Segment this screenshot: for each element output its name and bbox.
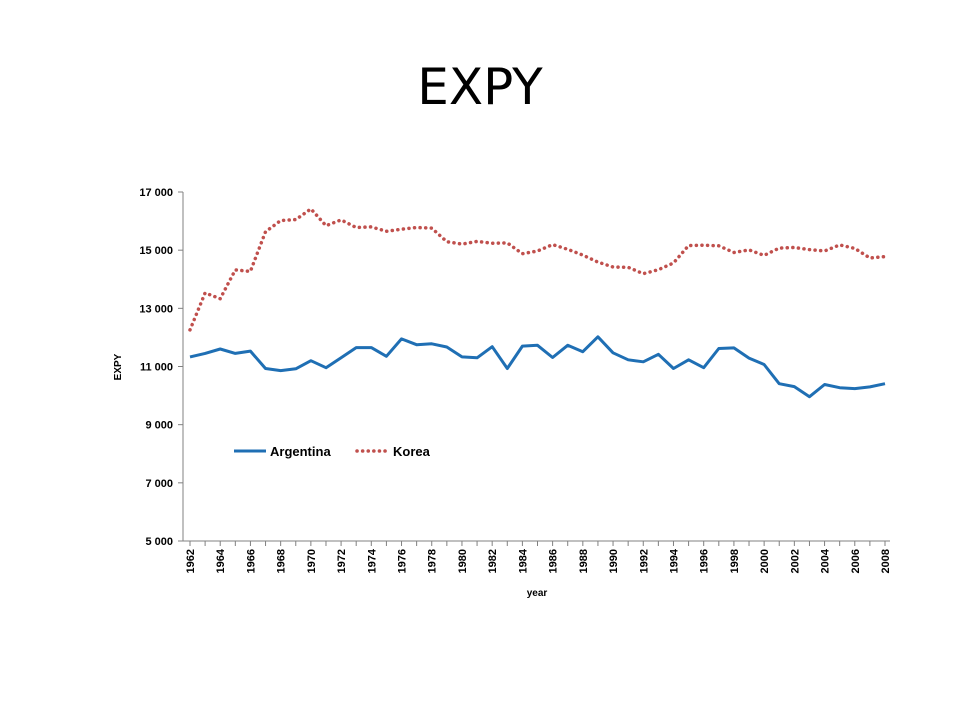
x-tick-label: 1976	[397, 549, 409, 573]
y-tick-label: 5 000	[145, 536, 173, 548]
x-tick-label: 1982	[487, 549, 499, 573]
x-axis-ticks: 1962 1964 1966 1968 1970 1972 1974 1976 1978 1980…	[185, 541, 892, 573]
x-tick-label: 1964	[215, 548, 227, 573]
chart-title: EXPY	[417, 58, 543, 116]
y-tick-label: 13 000	[139, 303, 173, 315]
legend: Argentina Korea	[234, 444, 431, 459]
x-axis-title: year	[527, 588, 548, 599]
x-tick-label: 1986	[548, 549, 560, 573]
y-axis-title: EXPY	[113, 353, 124, 380]
series-lines	[188, 207, 887, 399]
x-tick-label: 1974	[366, 548, 378, 573]
x-tick-label: 1980	[457, 549, 469, 573]
x-tick-label: 1996	[699, 549, 711, 573]
x-tick-label: 1998	[729, 549, 741, 573]
x-tick-label: 1962	[185, 549, 197, 573]
x-tick-label: 2000	[759, 549, 771, 573]
x-tick-label: 2006	[850, 549, 862, 573]
y-tick-label: 17 000	[139, 187, 173, 199]
x-tick-label: 1978	[427, 549, 439, 573]
y-tick-label: 11 000	[140, 362, 173, 374]
x-tick-label: 1988	[578, 549, 590, 573]
x-tick-label: 1966	[245, 549, 257, 573]
x-tick-label: 1994	[668, 548, 680, 573]
x-tick-label: 1984	[517, 548, 529, 573]
x-tick-label: 1968	[276, 549, 288, 573]
y-axis-ticks: 5 000 7 000 9 000 11 000 13 000 15 000 17 000	[139, 187, 183, 548]
x-tick-label: 2002	[789, 549, 801, 573]
series-line-argentina	[189, 335, 886, 399]
x-tick-label: 2004	[820, 548, 832, 573]
x-tick-label: 1992	[638, 549, 650, 573]
legend-label-argentina: Argentina	[270, 444, 331, 459]
x-tick-label: 1990	[608, 549, 620, 573]
legend-label-korea: Korea	[393, 444, 431, 459]
y-tick-label: 9 000	[145, 420, 173, 432]
x-tick-label: 2008	[880, 549, 892, 573]
x-tick-label: 1970	[306, 549, 318, 573]
chart-axes	[182, 192, 890, 542]
y-tick-label: 7 000	[145, 478, 173, 490]
x-tick-label: 1972	[336, 549, 348, 573]
series-line-korea	[188, 207, 887, 332]
y-tick-label: 15 000	[139, 245, 173, 257]
